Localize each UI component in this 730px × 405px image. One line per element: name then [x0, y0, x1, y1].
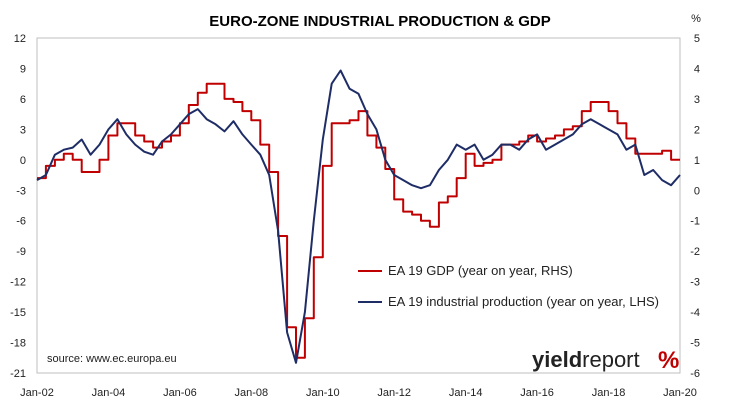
x-tick-label: Jan-20: [663, 387, 697, 399]
right-tick-label: 2: [694, 124, 700, 136]
right-tick-label: -1: [690, 216, 700, 228]
logo-word-yield: yield: [532, 347, 582, 372]
x-axis: Jan-02 Jan-04 Jan-06 Jan-08 Jan-10 Jan-12 Jan-…: [20, 387, 697, 399]
right-tick-label: 0: [694, 185, 700, 197]
right-tick-label: -2: [690, 246, 700, 258]
legend-label-gdp: EA 19 GDP (year on year, RHS): [388, 263, 573, 278]
right-axis: -6 -5 -4 -3 -2 -1 0 1 2 3 4 5: [690, 33, 700, 380]
chart-title: EURO-ZONE INDUSTRIAL PRODUCTION & GDP: [209, 13, 550, 30]
left-tick-label: -3: [16, 185, 26, 197]
left-axis: -21 -18 -15 -12 -9 -6 -3 0 3 6 9 12: [10, 33, 26, 380]
plot-frame: [36, 37, 681, 374]
right-axis-unit: %: [691, 13, 701, 25]
left-tick-label: 3: [20, 124, 26, 136]
gdp-series-line: [37, 82, 680, 359]
x-tick-label: Jan-04: [92, 387, 126, 399]
right-tick-label: -6: [690, 368, 700, 380]
right-tick-label: -3: [690, 277, 700, 289]
x-tick-label: Jan-08: [235, 387, 269, 399]
series-layer: [36, 69, 681, 364]
svg-text:yieldreport: yieldreport: [532, 347, 640, 372]
right-tick-label: 3: [694, 94, 700, 106]
left-tick-label: 6: [20, 94, 26, 106]
right-tick-label: 5: [694, 33, 700, 45]
source-note: source: www.ec.europa.eu: [47, 353, 177, 365]
left-tick-label: -15: [10, 307, 26, 319]
right-tick-label: 1: [694, 155, 700, 167]
x-tick-label: Jan-14: [449, 387, 483, 399]
right-tick-label: -4: [690, 307, 700, 319]
left-tick-label: 0: [20, 155, 26, 167]
x-tick-label: Jan-10: [306, 387, 340, 399]
left-tick-label: -21: [10, 368, 26, 380]
logo-word-report: report: [582, 347, 639, 372]
yieldreport-logo: yieldreport %: [532, 347, 679, 374]
x-tick-label: Jan-12: [377, 387, 411, 399]
left-tick-label: 9: [20, 63, 26, 75]
left-tick-label: -6: [16, 216, 26, 228]
x-tick-label: Jan-18: [592, 387, 626, 399]
logo-percent-mark: %: [658, 347, 679, 374]
x-tick-label: Jan-06: [163, 387, 197, 399]
x-tick-label: Jan-16: [520, 387, 554, 399]
industrial-production-series-line: [36, 69, 681, 364]
left-tick-label: -9: [16, 246, 26, 258]
left-tick-label: -12: [10, 277, 26, 289]
legend: EA 19 GDP (year on year, RHS) EA 19 indu…: [358, 263, 659, 309]
x-tick-label: Jan-02: [20, 387, 54, 399]
left-tick-label: -18: [10, 338, 26, 350]
right-tick-label: 4: [694, 63, 700, 75]
left-tick-label: 12: [14, 33, 26, 45]
right-tick-label: -5: [690, 338, 700, 350]
legend-label-ip: EA 19 industrial production (year on yea…: [388, 294, 659, 309]
